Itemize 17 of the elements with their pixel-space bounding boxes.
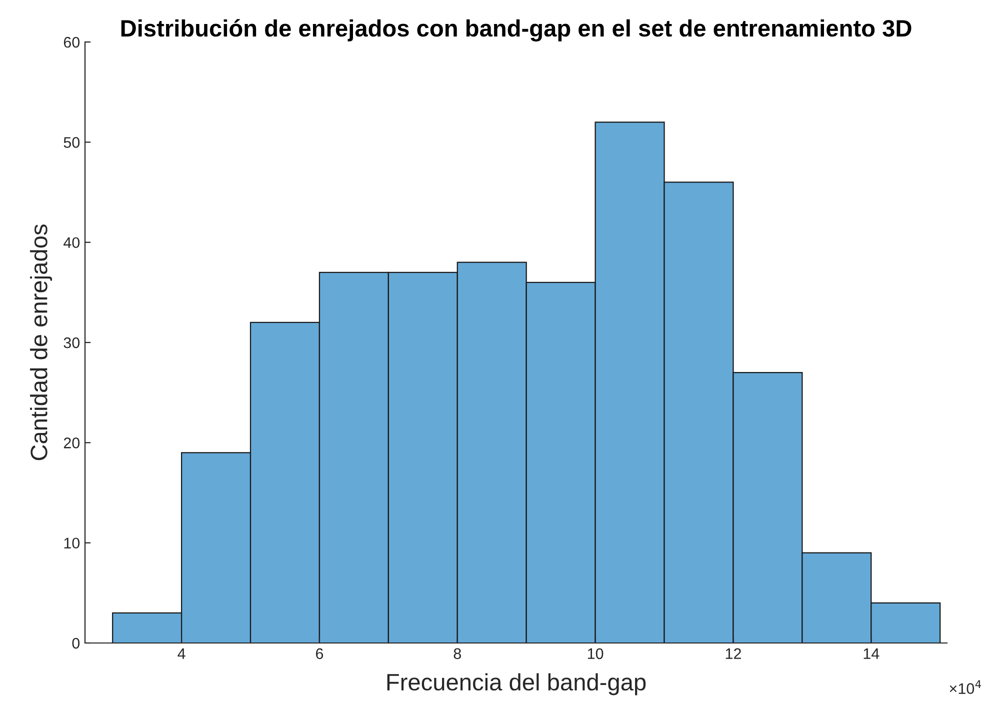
y-axis-title: Cantidad de enrejados [30, 224, 52, 460]
chart-title: Distribución de enrejados con band-gap en el set de entrenamiento 3D [121, 19, 912, 42]
x-tick-label: 4 [178, 648, 186, 659]
y-tick-label: 20 [64, 438, 80, 448]
x-tick-label: 10 [588, 648, 604, 660]
x-tick-label: 8 [454, 648, 461, 660]
x-axis-title: Frecuencia del band-gap [387, 673, 646, 696]
y-tick-label: 10 [64, 538, 80, 549]
y-tick-label: 50 [64, 137, 80, 148]
x-tick-label: 14 [864, 648, 880, 659]
text: ×10$^{4}$ [950, 680, 982, 694]
y-tick-label: 30 [64, 337, 80, 348]
y-tick-label: 0 [72, 638, 80, 649]
y-tick-label: 60 [64, 36, 80, 48]
x-tick-label: 6 [316, 648, 324, 660]
y-tick-label: 40 [64, 237, 80, 248]
x-tick-label: 12 [726, 648, 741, 659]
